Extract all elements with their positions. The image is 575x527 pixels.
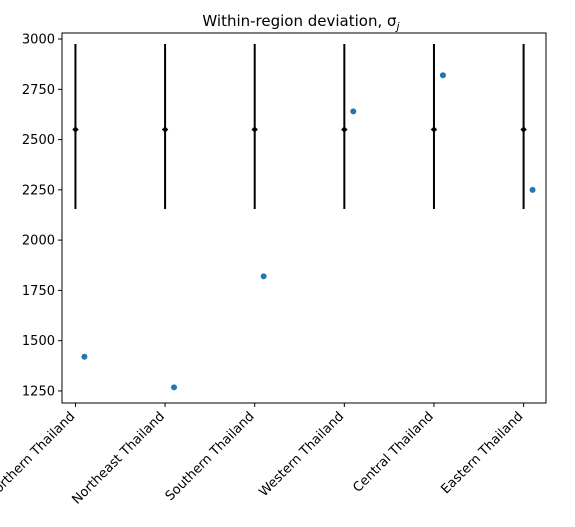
error-bar-center-marker xyxy=(161,126,169,133)
error-bar-center-marker xyxy=(430,126,438,133)
plot-frame xyxy=(61,32,547,404)
y-tick-label: 2500 xyxy=(22,133,55,148)
y-tick-label: 1250 xyxy=(22,384,55,399)
y-tick-label: 3000 xyxy=(22,33,55,48)
error-bar-center-marker xyxy=(520,126,527,133)
error-bar-center-marker xyxy=(341,126,348,133)
y-tick-label: 2750 xyxy=(22,83,55,98)
error-bar-center-marker xyxy=(72,126,79,133)
data-point xyxy=(171,384,178,391)
y-axis: 1250 1500 1750 2000 2250 2500 2750 3000 xyxy=(22,33,62,399)
y-tick-label: 1750 xyxy=(22,284,55,299)
data-point xyxy=(529,186,536,193)
data-point xyxy=(260,273,267,280)
y-tick-label: 1500 xyxy=(22,334,55,349)
error-bar-center-marker xyxy=(251,126,258,133)
y-tick-label: 2250 xyxy=(22,183,55,198)
plot-area xyxy=(72,44,536,391)
chart-title: Within-region deviation, σj xyxy=(202,12,400,33)
data-point xyxy=(439,72,446,79)
data-point xyxy=(81,353,88,360)
data-point xyxy=(350,108,357,115)
y-tick-label: 2000 xyxy=(22,234,55,249)
